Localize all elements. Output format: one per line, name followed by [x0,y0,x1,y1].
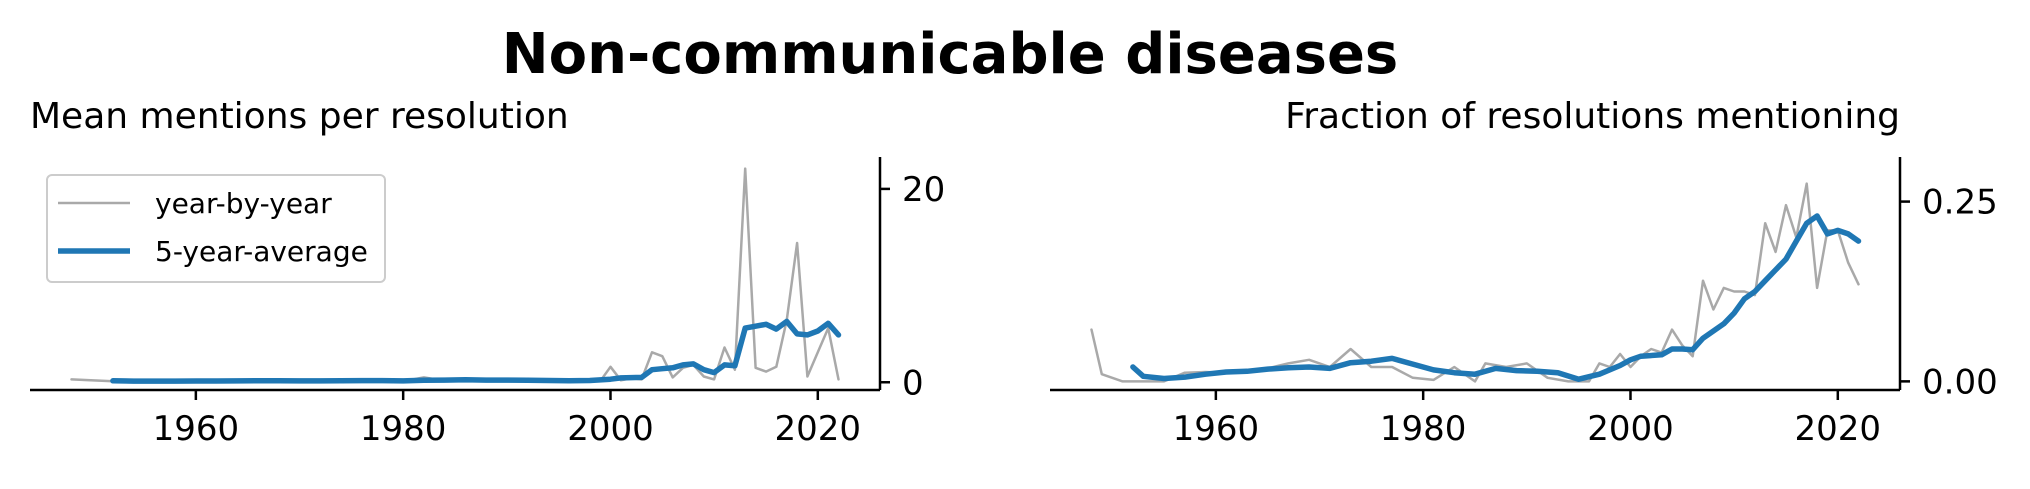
left-panel-title: Mean mentions per resolution [30,96,569,137]
legend-frame [46,174,386,283]
left-y-tick-label: 20 [902,170,945,210]
legend-label-5-year-average: 5-year-average [155,235,368,268]
legend-label-year-by-year: year-by-year [155,187,332,220]
right-x-tick-label: 1980 [1380,409,1467,449]
left-y-tick-label: 0 [902,363,924,403]
right-y-tick-label: 0.00 [1922,362,1998,402]
right-panel-title: Fraction of resolutions mentioning [1285,96,1900,137]
right-y-tick-label: 0.25 [1922,183,1998,223]
left-x-tick-label: 1980 [360,409,447,449]
figure-title: Non-communicable diseases [501,22,1399,87]
left-x-tick-label: 1960 [153,409,240,449]
left-series-5-year-average [110,318,842,384]
left-x-tick-label: 2000 [567,409,654,449]
right-series-5-year-average [1130,213,1862,382]
left-x-tick-label: 2020 [775,409,862,449]
right-x-tick-label: 2020 [1795,409,1882,449]
left-panel: 1960 1980 2000 2020 0 20 year-by-year 5-year-av… [30,157,945,449]
right-series-year-by-year [1090,182,1860,383]
right-x-tick-label: 1960 [1173,409,1260,449]
left-legend: year-by-year 5-year-average [46,174,386,283]
right-x-tick-label: 2000 [1587,409,1674,449]
right-panel: 1960 1980 2000 2020 0.00 0.25 [1050,157,1998,449]
